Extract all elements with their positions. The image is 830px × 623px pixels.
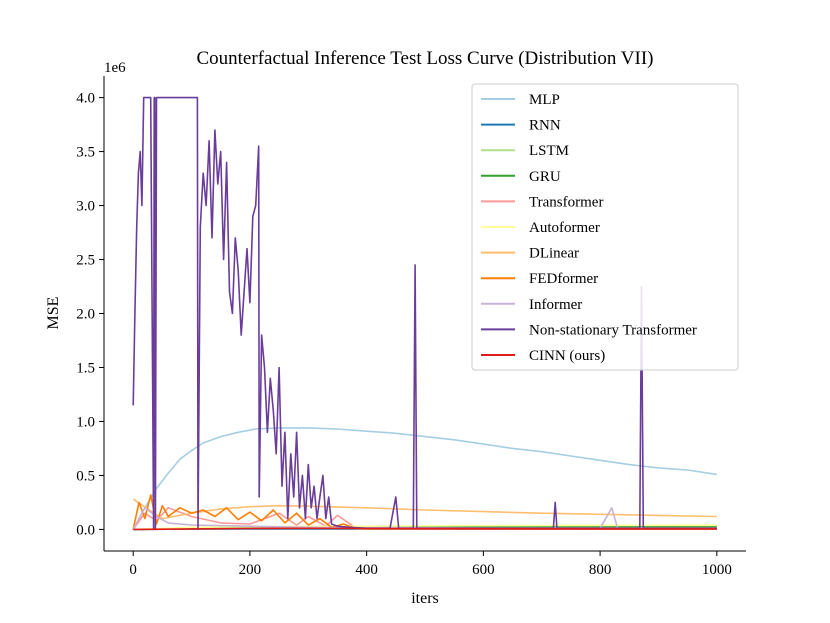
y-tick-label: 3.5 — [76, 145, 95, 161]
chart-title: Counterfactual Inference Test Loss Curve… — [196, 48, 653, 69]
legend-label-mlp: MLP — [529, 92, 560, 108]
x-tick-label: 400 — [355, 562, 378, 578]
x-tick-label: 1000 — [702, 562, 732, 578]
legend-label-informer: Informer — [529, 297, 582, 313]
legend-label-lstm: LSTM — [529, 143, 569, 159]
x-ticks: 0 200 400 600 800 1000 — [129, 551, 732, 578]
legend: MLP RNN LSTM GRU Transformer Autoformer DLinea… — [471, 83, 739, 371]
y-tick-label: 2.0 — [76, 307, 95, 323]
y-ticks: 0.0 0.5 1.0 1.5 2.0 2.5 3.0 3.5 4.0 — [76, 91, 104, 538]
series-line-mlp — [132, 427, 717, 530]
legend-label-non-stationary-transformer: Non-stationary Transformer — [529, 322, 697, 338]
y-tick-label: 1.5 — [76, 360, 95, 376]
y-scale-label: 1e6 — [104, 60, 126, 76]
x-tick-label: 800 — [589, 562, 612, 578]
y-tick-label: 0.5 — [76, 468, 95, 484]
y-tick-label: 4.0 — [76, 91, 95, 107]
legend-box — [471, 83, 739, 371]
x-axis-label: iters — [411, 590, 439, 607]
legend-label-dlinear: DLinear — [529, 246, 579, 262]
y-tick-label: 0.0 — [76, 522, 95, 538]
legend-label-fedformer: FEDformer — [529, 271, 598, 287]
series-line-cinn-ours — [133, 527, 717, 531]
x-tick-label: 600 — [472, 562, 495, 578]
series-line-fedformer — [132, 494, 717, 530]
legend-label-rnn: RNN — [529, 118, 561, 134]
series-line-informer — [132, 506, 717, 530]
x-tick-label: 200 — [239, 562, 262, 578]
y-tick-label: 1.0 — [76, 414, 95, 430]
legend-label-cinn-ours: CINN (ours) — [529, 348, 605, 364]
legend-label-gru: GRU — [529, 169, 561, 185]
legend-label-autoformer: Autoformer — [529, 220, 600, 236]
series-layer — [132, 96, 717, 531]
y-tick-label: 2.5 — [76, 253, 95, 269]
x-tick-label: 0 — [129, 562, 137, 578]
series-line-autoformer — [133, 524, 717, 531]
y-tick-label: 3.0 — [76, 199, 95, 215]
y-axis-label: MSE — [45, 297, 62, 330]
series-line-dlinear — [132, 498, 717, 520]
legend-label-transformer: Transformer — [529, 194, 603, 210]
